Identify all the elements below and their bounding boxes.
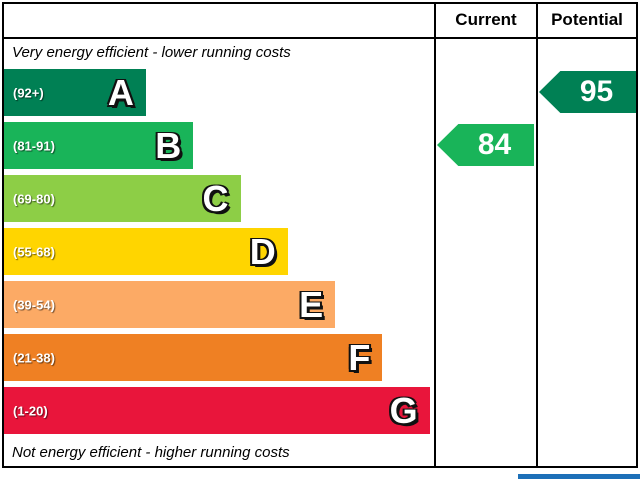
band-range-label: (55-68) <box>13 244 55 259</box>
band-letter: E <box>299 283 324 325</box>
bands: (92+) A (81-91) B (69-80) C (55-68) D (39-54) E (2… <box>4 66 434 437</box>
band-range-label: (21-38) <box>13 350 55 365</box>
band-range-label: (1-20) <box>13 403 48 418</box>
band-range-label: (39-54) <box>13 297 55 312</box>
band-range-label: (92+) <box>13 85 44 100</box>
band-range-label: (81-91) <box>13 138 55 153</box>
page-edge-blue-line <box>518 474 640 479</box>
divider-chart-current <box>434 2 436 468</box>
band-bar-c: (69-80) C <box>4 175 241 222</box>
top-caption: Very energy efficient - lower running co… <box>12 44 291 61</box>
band-bar-b: (81-91) B <box>4 122 194 169</box>
band-letter: D <box>249 230 276 272</box>
band-range-label: (69-80) <box>13 191 55 206</box>
band-row-c: (69-80) C <box>4 172 434 225</box>
band-letter: A <box>107 71 134 113</box>
band-bar-d: (55-68) D <box>4 228 288 275</box>
band-bar-a: (92+) A <box>4 69 146 116</box>
current-rating-value: 84 <box>477 128 512 161</box>
band-row-e: (39-54) E <box>4 278 434 331</box>
band-letter: G <box>389 389 418 431</box>
band-bar-e: (39-54) E <box>4 281 336 328</box>
band-bar-g: (1-20) G <box>4 387 430 434</box>
column-header-current: Current <box>455 9 517 29</box>
band-letter: C <box>202 177 229 219</box>
band-row-g: (1-20) G <box>4 384 434 437</box>
band-row-b: (81-91) B <box>4 119 434 172</box>
potential-rating-arrow: 95 <box>539 71 636 113</box>
column-header-potential: Potential <box>551 9 623 29</box>
bottom-caption: Not energy efficient - higher running co… <box>12 444 290 461</box>
band-letter: F <box>348 336 371 378</box>
divider-current-potential <box>536 2 538 468</box>
current-rating-arrow: 84 <box>437 124 534 166</box>
header-underline <box>2 37 638 39</box>
band-row-d: (55-68) D <box>4 225 434 278</box>
band-row-f: (21-38) F <box>4 331 434 384</box>
potential-rating-value: 95 <box>579 75 614 108</box>
band-row-a: (92+) A <box>4 66 434 119</box>
band-bar-f: (21-38) F <box>4 334 383 381</box>
band-letter: B <box>155 124 182 166</box>
